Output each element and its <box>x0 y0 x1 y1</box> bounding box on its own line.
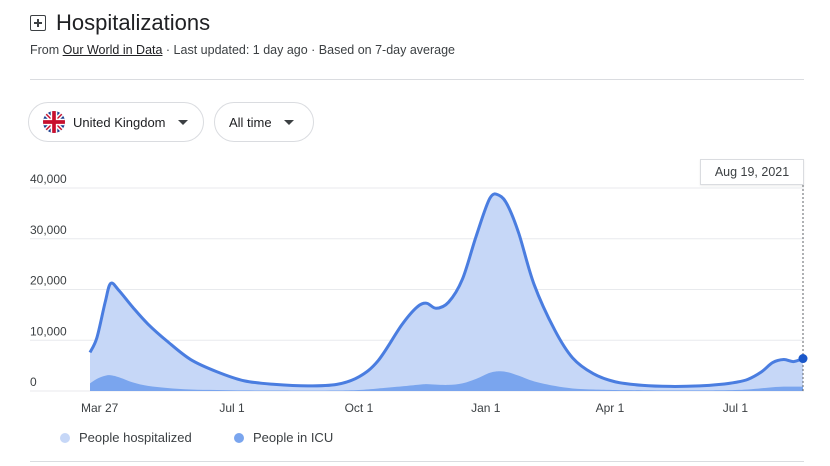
hover-point <box>798 354 808 364</box>
uk-flag-icon <box>43 111 65 133</box>
icu-area <box>90 371 803 391</box>
legend-item-icu: People in ICU <box>234 430 333 445</box>
x-tick-label: Oct 1 <box>345 401 374 415</box>
legend-label-icu: People in ICU <box>253 430 334 445</box>
y-tick-label: 0 <box>30 375 37 389</box>
country-selector[interactable]: United Kingdom <box>28 102 204 142</box>
legend-item-hospitalized: People hospitalized <box>60 430 192 445</box>
y-tick-label: 20,000 <box>30 274 67 288</box>
source-line: From Our World in Data · Last updated: 1… <box>30 43 455 57</box>
x-tick-label: Jul 1 <box>723 401 749 415</box>
top-divider <box>30 79 804 80</box>
date-tooltip: Aug 19, 2021 <box>700 159 804 185</box>
y-tick-label: 30,000 <box>30 223 67 237</box>
chevron-down-icon <box>177 119 188 125</box>
y-tick-label: 10,000 <box>30 324 67 338</box>
legend-label-hospitalized: People hospitalized <box>79 430 192 445</box>
hospitalized-line <box>88 192 804 388</box>
tooltip-date: Aug 19, 2021 <box>714 165 790 179</box>
y-tick-label: 40,000 <box>30 172 67 186</box>
country-label: United Kingdom <box>73 114 166 130</box>
legend-swatch-icu <box>234 432 244 443</box>
time-range-label: All time <box>229 114 272 130</box>
x-tick-label: Jan 1 <box>471 401 501 415</box>
time-range-selector[interactable]: All time <box>214 102 314 142</box>
x-tick-label: Jul 1 <box>219 401 245 415</box>
hospital-icon <box>30 15 46 31</box>
source-prefix: From <box>30 43 63 57</box>
source-link[interactable]: Our World in Data <box>62 43 163 57</box>
x-tick-label: Mar 27 <box>81 401 119 415</box>
bottom-divider <box>30 461 804 462</box>
source-suffix: · Last updated: 1 day ago · Based on 7-d… <box>162 43 456 57</box>
card-header: Hospitalizations <box>30 10 210 36</box>
hospitalized-area <box>90 193 803 391</box>
legend-swatch-hospitalized <box>60 432 70 443</box>
chevron-down-icon <box>283 119 294 125</box>
card-title: Hospitalizations <box>56 10 211 35</box>
x-tick-label: Apr 1 <box>596 401 625 415</box>
